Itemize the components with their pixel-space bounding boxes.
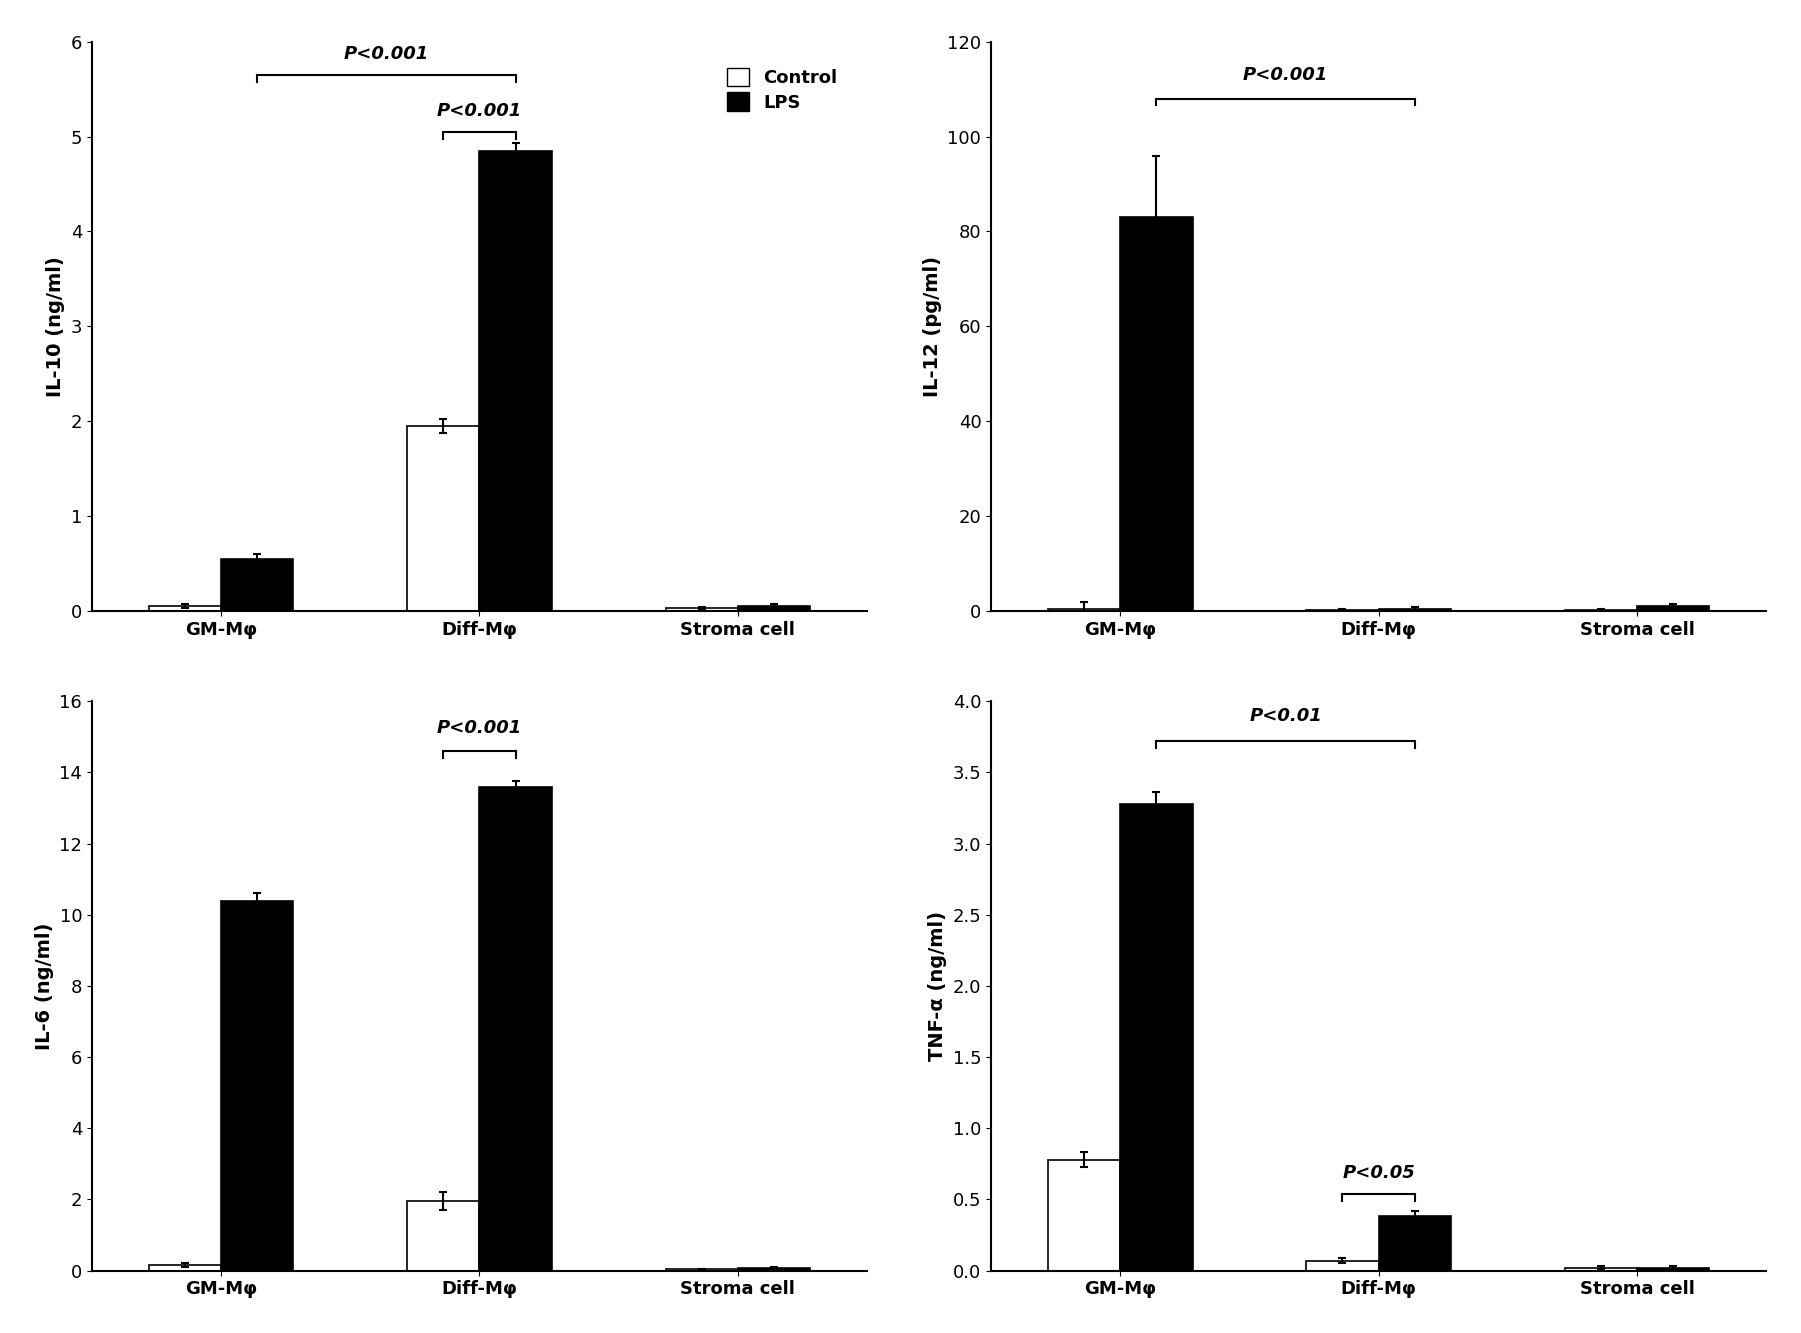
Bar bbox=[1637, 607, 1709, 611]
Bar bbox=[222, 559, 294, 611]
Bar bbox=[1120, 804, 1192, 1270]
Text: P<0.01: P<0.01 bbox=[1250, 708, 1322, 725]
Bar bbox=[1306, 609, 1380, 611]
Y-axis label: IL-12 (pg/ml): IL-12 (pg/ml) bbox=[922, 256, 942, 397]
Bar bbox=[1048, 609, 1120, 611]
Bar bbox=[1048, 1160, 1120, 1270]
Bar bbox=[479, 786, 551, 1270]
Text: P<0.001: P<0.001 bbox=[438, 718, 522, 737]
Bar bbox=[1565, 609, 1637, 611]
Bar bbox=[407, 1201, 479, 1270]
Bar bbox=[738, 607, 810, 611]
Bar bbox=[407, 427, 479, 611]
Bar bbox=[1380, 1217, 1452, 1270]
Text: P<0.001: P<0.001 bbox=[344, 44, 429, 63]
Bar bbox=[1637, 1268, 1709, 1270]
Y-axis label: TNF-α (ng/ml): TNF-α (ng/ml) bbox=[928, 910, 947, 1061]
Bar bbox=[1380, 609, 1452, 611]
Bar bbox=[1120, 217, 1192, 611]
Bar bbox=[1306, 1261, 1380, 1270]
Y-axis label: IL-10 (ng/ml): IL-10 (ng/ml) bbox=[47, 256, 65, 397]
Bar bbox=[738, 1268, 810, 1270]
Text: P<0.001: P<0.001 bbox=[1243, 67, 1329, 84]
Legend: Control, LPS: Control, LPS bbox=[722, 63, 843, 117]
Bar bbox=[149, 1265, 222, 1270]
Bar bbox=[222, 901, 294, 1270]
Bar bbox=[666, 608, 738, 611]
Bar bbox=[1565, 1268, 1637, 1270]
Text: P<0.05: P<0.05 bbox=[1342, 1164, 1416, 1182]
Bar bbox=[479, 151, 551, 611]
Y-axis label: IL-6 (ng/ml): IL-6 (ng/ml) bbox=[34, 922, 54, 1049]
Text: P<0.001: P<0.001 bbox=[438, 101, 522, 120]
Bar bbox=[149, 607, 222, 611]
